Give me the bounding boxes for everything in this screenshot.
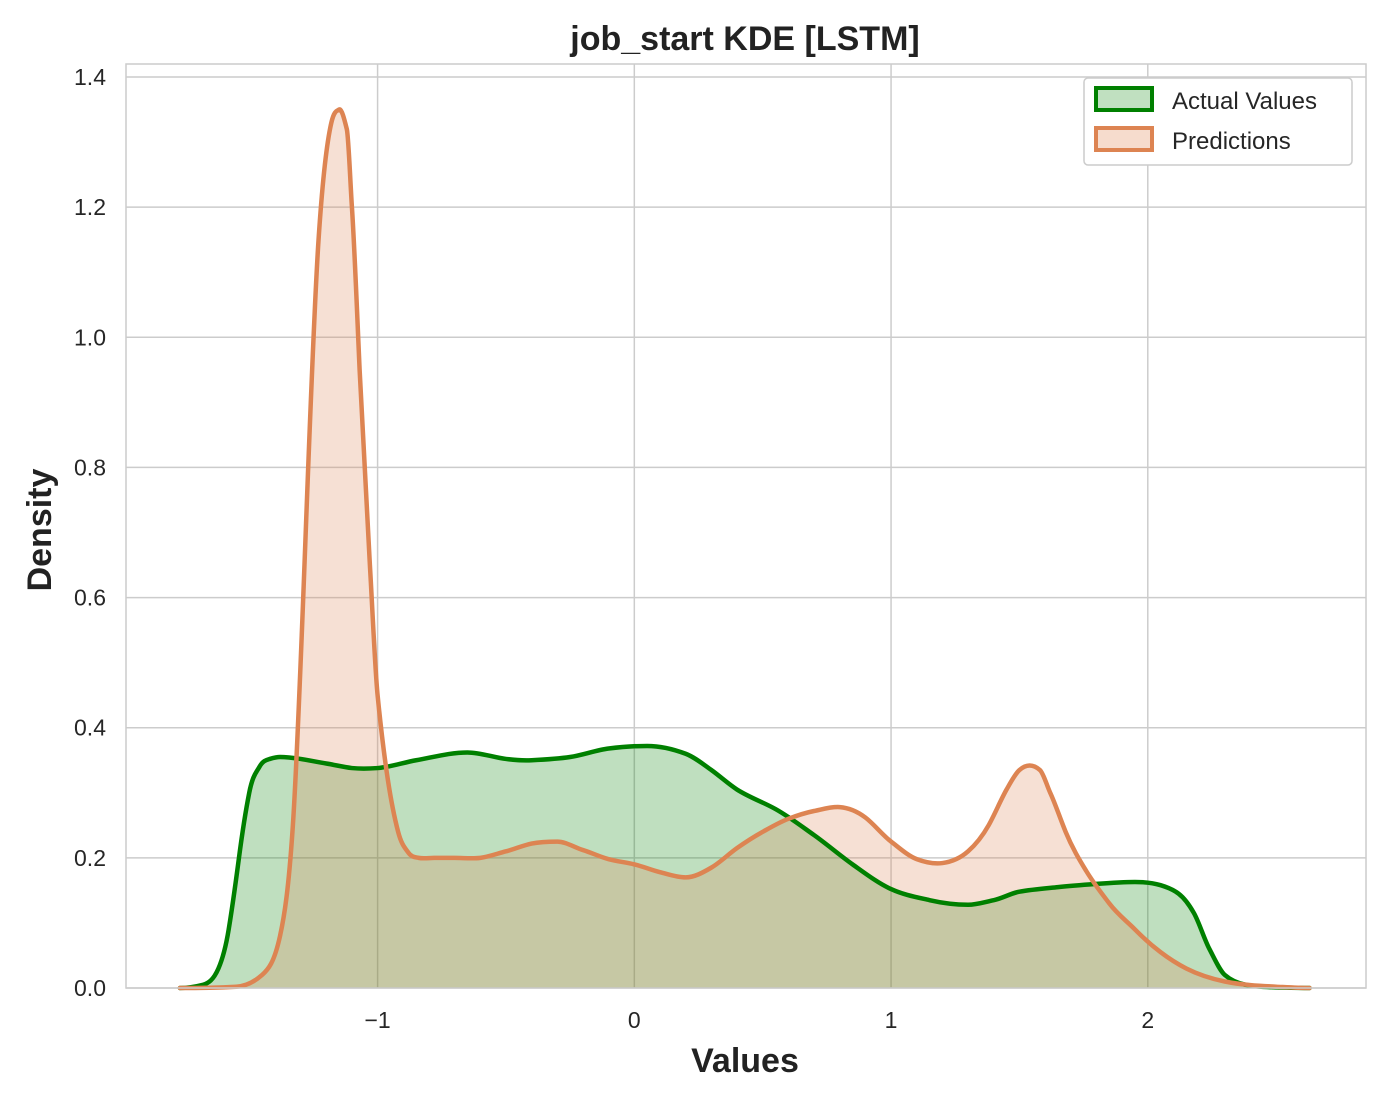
density-fill-actual-values xyxy=(179,745,1310,988)
y-tick-label: 1.0 xyxy=(74,324,106,350)
chart-title: job_start KDE [LSTM] xyxy=(569,20,919,58)
y-axis-label: Density xyxy=(21,469,59,592)
plot-area-border xyxy=(125,63,1367,989)
x-tick-label: 0 xyxy=(628,1007,641,1033)
legend: Actual Values Predictions xyxy=(1083,77,1353,166)
plot-frame xyxy=(125,63,1367,989)
y-tick-label: 0.6 xyxy=(74,585,106,611)
y-tick-label: 0.8 xyxy=(74,454,106,480)
density-fill-predictions xyxy=(179,109,1310,988)
density-line-predictions xyxy=(177,107,1312,991)
y-tick-label: 0.2 xyxy=(74,845,106,871)
y-tick-label: 1.2 xyxy=(74,194,106,220)
density-line-actual-values xyxy=(177,743,1312,991)
legend-label-predictions: Predictions xyxy=(1172,128,1291,155)
x-axis-label: Values xyxy=(691,1042,799,1080)
x-tick-label: −1 xyxy=(364,1007,390,1033)
y-tick-label: 0.4 xyxy=(74,715,106,741)
y-tick-label: 1.4 xyxy=(74,64,106,90)
legend-label-actual-values: Actual Values xyxy=(1172,88,1317,115)
density-fills xyxy=(179,109,1310,988)
density-lines xyxy=(177,107,1312,991)
y-tick-label: 0.0 xyxy=(74,975,106,1001)
legend-swatch-actual-values xyxy=(1094,86,1154,112)
x-tick-label: 1 xyxy=(885,1007,898,1033)
legend-swatch-predictions xyxy=(1094,126,1154,152)
x-tick-label: 2 xyxy=(1141,1007,1154,1033)
tick-labels: −1 0 1 2 0.0 0.2 0.4 0.6 0.8 1.0 1.2 1.4 xyxy=(74,64,1154,1033)
